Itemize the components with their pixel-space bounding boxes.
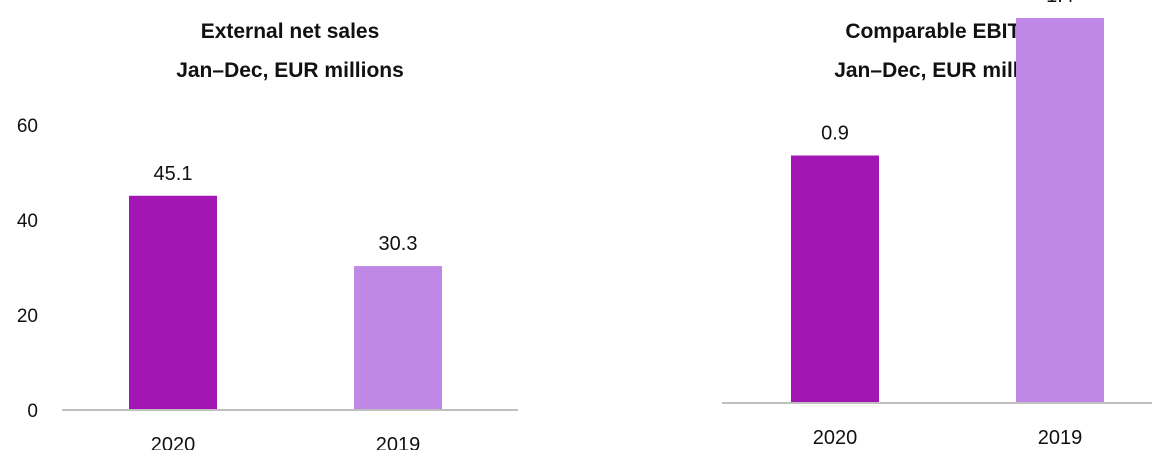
x-tick-label: 2020	[151, 434, 196, 450]
bars	[791, 18, 1104, 403]
bar-2019	[1016, 18, 1104, 403]
chart-external-net-sales: External net sales Jan–Dec, EUR millions…	[17, 20, 518, 450]
x-axis: 2020 2019	[151, 434, 421, 450]
y-tick-label: 20	[17, 306, 38, 327]
chart-subtitle: Jan–Dec, EUR millions	[176, 59, 404, 82]
bar-2019	[354, 266, 442, 410]
chart-subtitle: Jan–Dec, EUR millions	[834, 59, 1062, 82]
bars	[129, 195, 442, 410]
bar-2020	[791, 155, 879, 403]
data-labels: 45.1 30.3	[154, 163, 418, 255]
x-tick-label: 2019	[376, 434, 421, 450]
y-tick-label: 40	[17, 211, 38, 232]
y-axis: 0 20 40 60	[17, 116, 38, 422]
x-tick-label: 2019	[1038, 427, 1083, 449]
data-label: 45.1	[154, 163, 193, 185]
y-tick-label: 0	[27, 401, 38, 422]
data-label: 30.3	[379, 233, 418, 255]
x-tick-label: 2020	[813, 427, 858, 449]
data-label: 0.9	[821, 123, 849, 145]
data-labels: 0.9 1.4	[821, 0, 1074, 145]
chart-comparable-ebitda: Comparable EBITDA Jan–Dec, EUR millions …	[722, 0, 1152, 449]
x-axis: 2020 2019	[813, 427, 1083, 449]
data-label: 1.4	[1046, 0, 1074, 7]
chart-title: External net sales	[201, 20, 380, 43]
chart-title: Comparable EBITDA	[845, 20, 1050, 43]
y-tick-label: 60	[17, 116, 38, 137]
bar-2020	[129, 195, 217, 410]
